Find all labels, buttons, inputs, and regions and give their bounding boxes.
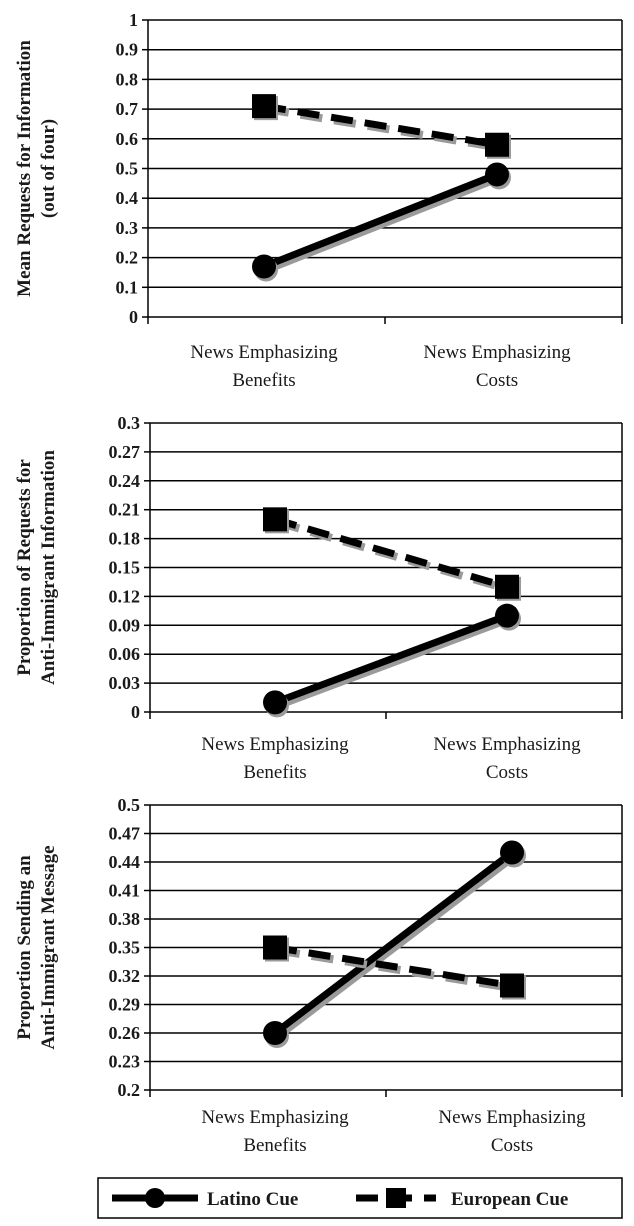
legend-european-marker (386, 1188, 406, 1208)
y-tick-label: 0.09 (109, 615, 141, 635)
y-tick-label: 0.44 (109, 852, 141, 872)
y-tick-label: 0.35 (109, 938, 141, 958)
y-tick-label: 0.41 (109, 881, 141, 901)
y-tick-label: 0.3 (118, 413, 141, 433)
y-tick-label: 0.03 (109, 673, 141, 693)
y-axis-label: Mean Requests for Information (14, 40, 35, 297)
series-european-point (495, 574, 519, 599)
x-category-label: News Emphasizing (201, 1107, 349, 1128)
series-latino-line (262, 171, 499, 270)
y-tick-label: 0.9 (116, 40, 139, 60)
y-tick-label: 0.18 (109, 529, 141, 549)
y-tick-label: 0.06 (109, 644, 141, 664)
series-latino-line-shadow (265, 173, 502, 274)
x-category-label: News Emphasizing (423, 342, 571, 363)
y-tick-label: 0.24 (109, 471, 141, 491)
series-latino-point (500, 840, 524, 865)
x-category-label: News Emphasizing (433, 734, 581, 755)
y-tick-label: 0.5 (116, 159, 139, 179)
y-tick-label: 0.23 (109, 1052, 141, 1072)
y-tick-label: 0.2 (116, 248, 139, 268)
series-latino-point (263, 1021, 287, 1045)
legend-item-european-cue: European Cue (356, 1188, 568, 1210)
series-european-point (263, 935, 287, 960)
series-latino-point (252, 254, 276, 279)
y-tick-label: 0.4 (116, 188, 139, 208)
chart-panel-2: 0 0.03 0.06 0.09 0.12 0.15 0.18 0.21 0.24 0.27 0.3… (14, 413, 623, 783)
x-category-label: News Emphasizing (201, 734, 349, 755)
y-tick-label: 0.15 (109, 558, 141, 578)
y-tick-label: 0.1 (116, 277, 139, 297)
y-tick-label: 0.38 (109, 909, 141, 929)
y-tick-label: 0 (129, 307, 138, 327)
series-latino-point (485, 162, 509, 187)
series-latino-point (263, 690, 287, 715)
series-european-point (500, 973, 524, 998)
chart-panel-1: 0 0.1 0.2 0.3 0.4 0.5 0.6 0.7 0.8 0.9 1 News Emphas… (14, 10, 623, 391)
x-category-label: Costs (486, 762, 528, 783)
y-tick-label: 1 (129, 10, 138, 30)
x-category-label: News Emphasizing (438, 1107, 586, 1128)
y-tick-label: 0.21 (109, 500, 141, 520)
series-latino-line (273, 612, 509, 706)
x-category-label: Benefits (243, 762, 306, 783)
legend-latino-label: Latino Cue (207, 1189, 298, 1210)
y-tick-label: 0.5 (118, 795, 141, 815)
series-european-point (485, 132, 509, 157)
series-european-line (263, 102, 498, 149)
series-latino-point (495, 603, 519, 628)
series-latino-line-shadow (275, 852, 518, 1040)
legend-european-label: European Cue (451, 1189, 568, 1210)
series-european-point (252, 94, 276, 119)
x-category-label: Costs (476, 370, 518, 391)
y-axis-label: Anti-Immigrant Information (38, 450, 59, 685)
chart-panels: 0 0.1 0.2 0.3 0.4 0.5 0.6 0.7 0.8 0.9 1 News Emphas… (14, 10, 623, 1156)
y-tick-label: 0.47 (109, 824, 141, 844)
y-tick-label: 0 (131, 702, 140, 722)
y-tick-label: 0.26 (109, 1023, 141, 1043)
y-tick-label: 0.3 (116, 218, 139, 238)
series-european-point (263, 507, 287, 532)
series-european-line (274, 515, 508, 591)
series-latino-line (272, 849, 515, 1036)
y-tick-label: 0.27 (109, 442, 141, 462)
y-axis-label: Proportion Sending an (14, 855, 35, 1040)
x-category-label: Benefits (232, 370, 295, 391)
series-latino-line-shadow (276, 614, 512, 710)
y-tick-label: 0.12 (109, 586, 141, 606)
y-tick-label: 0.8 (116, 69, 139, 89)
y-tick-label: 0.7 (116, 99, 139, 119)
series-european-line (274, 944, 513, 989)
legend-item-latino-cue: Latino Cue (112, 1188, 298, 1210)
chart-panel-3: 0.2 0.23 0.26 0.29 0.32 0.35 0.38 0.41 0.44 0.47 0… (14, 795, 623, 1156)
y-axis-label: Proportion of Requests for (14, 459, 35, 676)
x-category-label: News Emphasizing (190, 342, 338, 363)
y-axis-label: Anti-Immigrant Message (38, 845, 59, 1049)
y-tick-label: 0.32 (109, 966, 141, 986)
legend: Latino Cue European Cue (97, 1177, 623, 1219)
x-category-label: Costs (491, 1135, 533, 1156)
x-category-label: Benefits (243, 1135, 306, 1156)
y-axis-label: (out of four) (38, 119, 59, 218)
y-tick-label: 0.29 (109, 995, 141, 1015)
y-tick-label: 0.2 (118, 1080, 141, 1100)
y-tick-label: 0.6 (116, 129, 139, 149)
legend-latino-marker (145, 1188, 165, 1208)
